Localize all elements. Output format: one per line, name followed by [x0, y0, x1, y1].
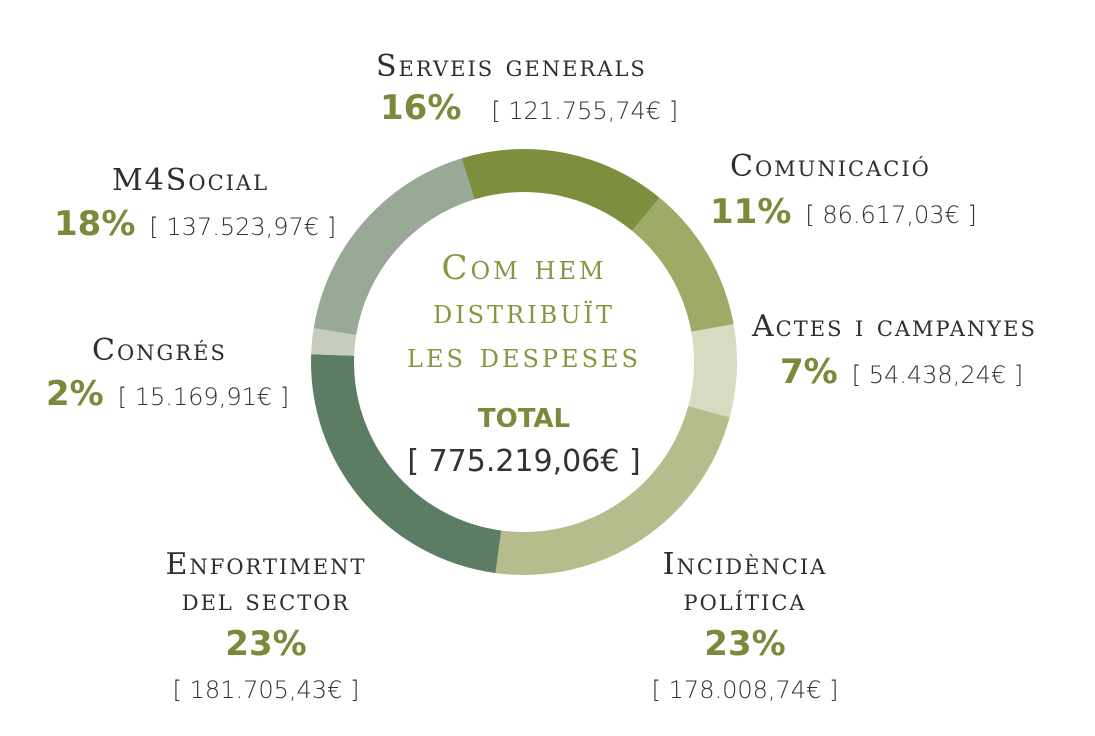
pct-incidencia: 23%: [704, 624, 786, 664]
label-enfortiment-line-2: del sector: [181, 583, 351, 618]
donut-slice-congr-s: [311, 328, 357, 356]
center-title-line-2: distribuït: [432, 292, 616, 332]
donut-slice-incid-ncia-pol-tica: [495, 406, 730, 575]
donut-slice-serveis-generals: [461, 148, 660, 231]
pct-m4social: 18%: [54, 204, 136, 244]
amount-congres: [ 15.169,91€ ]: [117, 383, 290, 411]
pct-enfortiment: 23%: [225, 624, 307, 664]
label-m4social: M4Social: [112, 163, 270, 198]
amount-comunicacio: [ 86.617,03€ ]: [805, 201, 977, 229]
pct-serveis-generals: 16%: [380, 88, 462, 128]
amount-m4social: [ 137.523,97€ ]: [149, 213, 337, 241]
pct-comunicacio: 11%: [710, 192, 792, 232]
pct-congres: 2%: [46, 374, 104, 414]
total-amount: [ 775.219,06€ ]: [407, 444, 641, 479]
label-serveis-generals: Serveis generals: [376, 49, 647, 84]
donut-slice-comunicaci-: [632, 197, 734, 332]
amount-serveis-generals: [ 121.755,74€ ]: [491, 97, 679, 125]
center-title-line-3: les despeses: [407, 336, 641, 376]
donut-slice-enfortiment-del-sector: [311, 354, 502, 574]
amount-actes-campanyes: [ 54.438,24€ ]: [851, 361, 1024, 389]
amount-enfortiment: [ 181.705,43€ ]: [172, 676, 360, 704]
label-actes-campanyes: Actes i campanyes: [752, 309, 1037, 344]
label-incidencia-line-1: Incidència: [662, 547, 828, 582]
label-comunicacio: Comunicació: [730, 149, 931, 184]
donut-slice-m4social: [313, 158, 475, 336]
donut-slice-actes-i-campanyes: [688, 324, 738, 418]
label-incidencia-line-2: política: [683, 583, 807, 618]
pct-actes-campanyes: 7%: [780, 352, 838, 392]
center-title-line-1: Com hem: [441, 248, 607, 288]
total-label: TOTAL: [477, 404, 571, 434]
label-congres: Congrés: [92, 333, 227, 368]
label-enfortiment-line-1: Enfortiment: [165, 547, 367, 582]
amount-incidencia: [ 178.008,74€ ]: [651, 676, 839, 704]
